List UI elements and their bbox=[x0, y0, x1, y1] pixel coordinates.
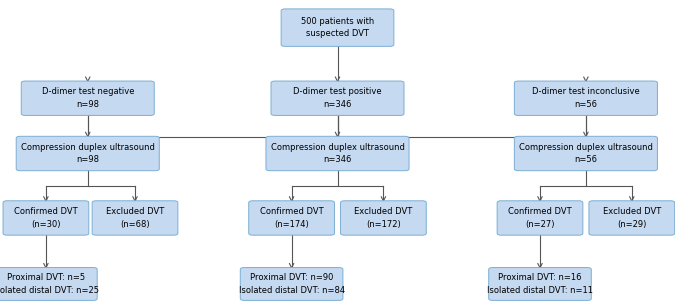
FancyBboxPatch shape bbox=[16, 136, 159, 171]
FancyBboxPatch shape bbox=[92, 201, 178, 235]
FancyBboxPatch shape bbox=[497, 201, 583, 235]
FancyBboxPatch shape bbox=[489, 267, 591, 300]
Text: Confirmed DVT
(n=27): Confirmed DVT (n=27) bbox=[508, 207, 572, 229]
Text: 500 patients with
suspected DVT: 500 patients with suspected DVT bbox=[301, 17, 374, 38]
FancyBboxPatch shape bbox=[271, 81, 404, 115]
Text: Excluded DVT
(n=68): Excluded DVT (n=68) bbox=[106, 207, 164, 229]
Text: Proximal DVT: n=5
Isolated distal DVT: n=25: Proximal DVT: n=5 Isolated distal DVT: n… bbox=[0, 273, 99, 295]
FancyBboxPatch shape bbox=[514, 81, 657, 115]
FancyBboxPatch shape bbox=[266, 136, 409, 171]
FancyBboxPatch shape bbox=[240, 267, 343, 300]
Text: Compression duplex ultrasound
n=56: Compression duplex ultrasound n=56 bbox=[519, 143, 653, 164]
Text: Excluded DVT
(n=172): Excluded DVT (n=172) bbox=[354, 207, 412, 229]
Text: Compression duplex ultrasound
n=346: Compression duplex ultrasound n=346 bbox=[271, 143, 404, 164]
Text: Compression duplex ultrasound
n=98: Compression duplex ultrasound n=98 bbox=[21, 143, 155, 164]
FancyBboxPatch shape bbox=[281, 9, 394, 46]
Text: D-dimer test negative
n=98: D-dimer test negative n=98 bbox=[41, 87, 134, 109]
Text: Proximal DVT: n=90
Isolated distal DVT: n=84: Proximal DVT: n=90 Isolated distal DVT: … bbox=[238, 273, 345, 295]
Text: Proximal DVT: n=16
Isolated distal DVT: n=11: Proximal DVT: n=16 Isolated distal DVT: … bbox=[487, 273, 593, 295]
Text: Excluded DVT
(n=29): Excluded DVT (n=29) bbox=[603, 207, 661, 229]
FancyBboxPatch shape bbox=[589, 201, 675, 235]
FancyBboxPatch shape bbox=[248, 201, 334, 235]
Text: D-dimer test positive
n=346: D-dimer test positive n=346 bbox=[293, 87, 382, 109]
FancyBboxPatch shape bbox=[0, 267, 97, 300]
Text: Confirmed DVT
(n=174): Confirmed DVT (n=174) bbox=[260, 207, 323, 229]
FancyBboxPatch shape bbox=[22, 81, 154, 115]
FancyBboxPatch shape bbox=[340, 201, 427, 235]
FancyBboxPatch shape bbox=[514, 136, 657, 171]
Text: Confirmed DVT
(n=30): Confirmed DVT (n=30) bbox=[14, 207, 78, 229]
Text: D-dimer test inconclusive
n=56: D-dimer test inconclusive n=56 bbox=[532, 87, 640, 109]
FancyBboxPatch shape bbox=[3, 201, 89, 235]
